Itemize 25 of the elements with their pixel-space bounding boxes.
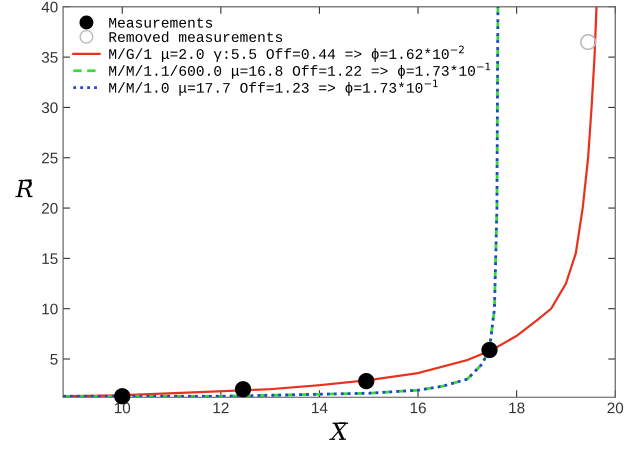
x-tick-label: 12 xyxy=(214,402,229,414)
y-tick-label: 40 xyxy=(42,2,58,12)
legend-label: Removed measurements xyxy=(109,31,282,42)
x-tick-label: 16 xyxy=(410,402,426,414)
point xyxy=(358,373,374,390)
point xyxy=(234,381,252,398)
y-tick-label: 10 xyxy=(42,304,58,314)
legend-label: M/G/1 μ=2.0 γ:5.5 Off=0.44 => ϕ=1.62*10$^{−2}$ xyxy=(109,46,464,62)
x-axis-title: X̄ xyxy=(329,422,348,440)
x-tick-label: 20 xyxy=(608,402,624,414)
x-tick-label: 14 xyxy=(312,402,328,414)
y-tick-label: 20 xyxy=(42,202,58,214)
y-tick-label: 5 xyxy=(50,354,58,365)
y-tick-label: 35 xyxy=(42,52,58,63)
y-tick-label: 15 xyxy=(42,253,58,264)
y-tick-label: 25 xyxy=(42,152,58,164)
x-tick-label: 10 xyxy=(114,402,130,414)
legend-label: M/M/1.0 μ=17.7 Off=1.23 => ϕ=1.73*10$^{−1}$ xyxy=(109,80,438,96)
legend-label: M/M/1.1/600.0 μ=16.8 Off=1.22 => ϕ=1.73*10$^{−1}$ xyxy=(109,62,490,79)
point xyxy=(481,342,498,358)
x-tick-label: 18 xyxy=(509,402,524,414)
point xyxy=(580,34,596,50)
legend-label: Measurements xyxy=(109,18,212,28)
y-tick-label: 30 xyxy=(42,102,58,114)
y-axis-title: R̄ xyxy=(15,180,33,198)
